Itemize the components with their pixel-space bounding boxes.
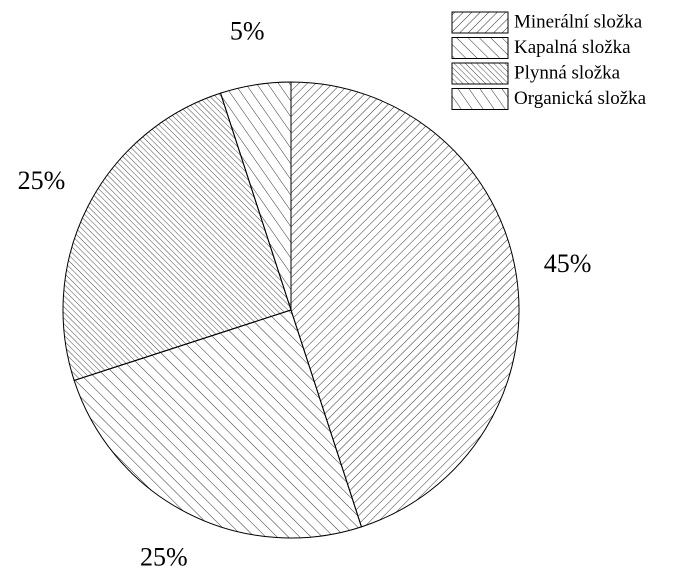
legend-label: Minerální složka xyxy=(514,11,643,32)
legend-swatch xyxy=(451,62,509,85)
legend-swatch xyxy=(451,11,509,34)
pie-slice xyxy=(62,92,292,382)
legend-label: Kapalná složka xyxy=(514,37,631,58)
legend-swatch xyxy=(451,88,509,110)
pie-slice xyxy=(73,309,363,539)
legend-label: Plynná složka xyxy=(514,62,621,83)
slice-label: 5% xyxy=(230,16,265,45)
legend-label: Organická složka xyxy=(514,88,647,109)
pie-slice xyxy=(290,81,520,528)
slice-label: 45% xyxy=(544,249,592,278)
slice-label: 25% xyxy=(18,166,66,195)
legend-swatch xyxy=(451,37,509,59)
slice-label: 25% xyxy=(140,542,188,571)
pie-slice xyxy=(219,81,292,311)
